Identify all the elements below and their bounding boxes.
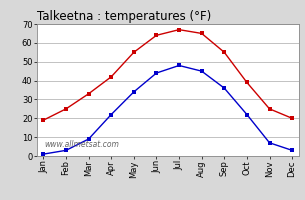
Text: www.allmetsat.com: www.allmetsat.com	[45, 140, 119, 149]
Text: Talkeetna : temperatures (°F): Talkeetna : temperatures (°F)	[37, 10, 211, 23]
